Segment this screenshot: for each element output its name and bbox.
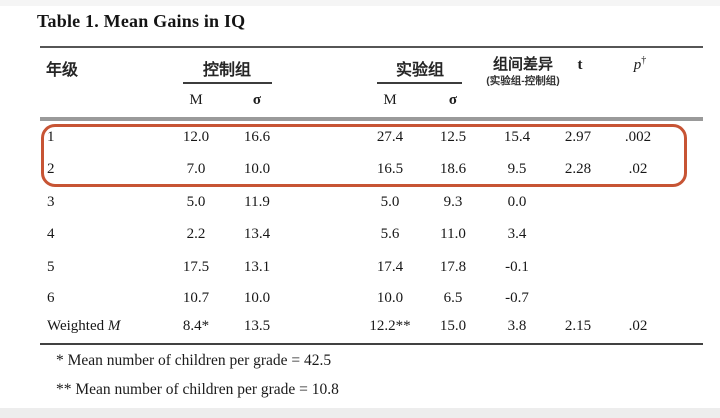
footnote-double-asterisk: ** Mean number of children per grade = 1… xyxy=(56,381,339,398)
top-edge-band xyxy=(0,0,720,6)
table-cell: 2.15 xyxy=(564,318,592,334)
table-cell: 17.5 xyxy=(182,259,210,275)
header-difference-subtitle: (实验组-控制组) xyxy=(486,75,560,87)
table-cell: 10.0 xyxy=(243,161,271,177)
row-label: 3 xyxy=(47,194,55,210)
header-t-statistic: t xyxy=(577,57,583,73)
rule-top xyxy=(40,46,703,48)
table-cell: 12.0 xyxy=(182,129,210,145)
table-cell: 9.5 xyxy=(507,161,527,177)
table-cell: 5.0 xyxy=(186,194,206,210)
rule-header-separator xyxy=(40,117,703,121)
table-cell: 12.2** xyxy=(369,318,411,334)
table-cell: 10.0 xyxy=(243,290,271,306)
table-cell: 12.5 xyxy=(439,129,467,145)
table-cell: 15.0 xyxy=(439,318,467,334)
table-cell: 5.6 xyxy=(380,226,400,242)
table-cell: .02 xyxy=(628,161,648,177)
table-cell: 11.9 xyxy=(244,194,270,210)
table-cell: 10.0 xyxy=(376,290,404,306)
subheader-control-sigma: σ xyxy=(252,92,262,108)
table-cell: 3.8 xyxy=(507,318,527,334)
table-cell: 9.3 xyxy=(443,194,463,210)
table-cell: 3.4 xyxy=(507,226,527,242)
table-cell: 13.4 xyxy=(243,226,271,242)
table-cell: 17.8 xyxy=(439,259,467,275)
dagger-symbol: † xyxy=(641,55,647,66)
table-cell: 16.5 xyxy=(376,161,404,177)
row-label: Weighted M xyxy=(47,318,121,334)
table-cell: -0.7 xyxy=(505,290,529,306)
table-cell: 13.5 xyxy=(243,318,271,334)
bottom-edge-band xyxy=(0,408,720,418)
table-cell: 8.4* xyxy=(182,318,210,334)
table-cell: 6.5 xyxy=(443,290,463,306)
subheader-experimental-mean: M xyxy=(383,92,397,108)
header-p-value: p† xyxy=(614,55,666,74)
subheader-control-mean: M xyxy=(189,92,203,108)
table-title: Table 1. Mean Gains in IQ xyxy=(37,11,246,31)
table-cell: 2.97 xyxy=(564,129,592,145)
p-symbol: p xyxy=(633,57,642,73)
table-cell: 18.6 xyxy=(439,161,467,177)
table-cell: 11.0 xyxy=(440,226,466,242)
table-cell: .02 xyxy=(628,318,648,334)
table-cell: 13.1 xyxy=(243,259,271,275)
table-cell: -0.1 xyxy=(505,259,529,275)
table-cell: 5.0 xyxy=(380,194,400,210)
row-label: 2 xyxy=(47,161,55,177)
rule-control-subheader xyxy=(183,82,272,84)
rule-bottom xyxy=(40,343,703,345)
subheader-experimental-sigma: σ xyxy=(448,92,458,108)
row-label: 4 xyxy=(47,226,55,242)
row-label: 5 xyxy=(47,259,55,275)
header-experimental-group: 实验组 xyxy=(395,62,444,79)
table-cell: 27.4 xyxy=(376,129,404,145)
table-cell: 16.6 xyxy=(243,129,271,145)
table-cell: 2.28 xyxy=(564,161,592,177)
header-control-group: 控制组 xyxy=(202,62,251,79)
table-cell: 0.0 xyxy=(507,194,527,210)
rule-experimental-subheader xyxy=(377,82,462,84)
table-cell: 17.4 xyxy=(376,259,404,275)
table-cell: 10.7 xyxy=(182,290,210,306)
header-difference: 组间差异 xyxy=(492,56,553,73)
table-cell: 2.2 xyxy=(186,226,206,242)
footnote-single-asterisk: * Mean number of children per grade = 42… xyxy=(56,352,332,369)
table-cell: 15.4 xyxy=(503,129,531,145)
row-label: 6 xyxy=(47,290,55,306)
highlight-annotation-box xyxy=(41,124,687,187)
header-grade: 年级 xyxy=(46,62,79,79)
table-cell: .002 xyxy=(624,129,652,145)
table-cell: 7.0 xyxy=(186,161,206,177)
